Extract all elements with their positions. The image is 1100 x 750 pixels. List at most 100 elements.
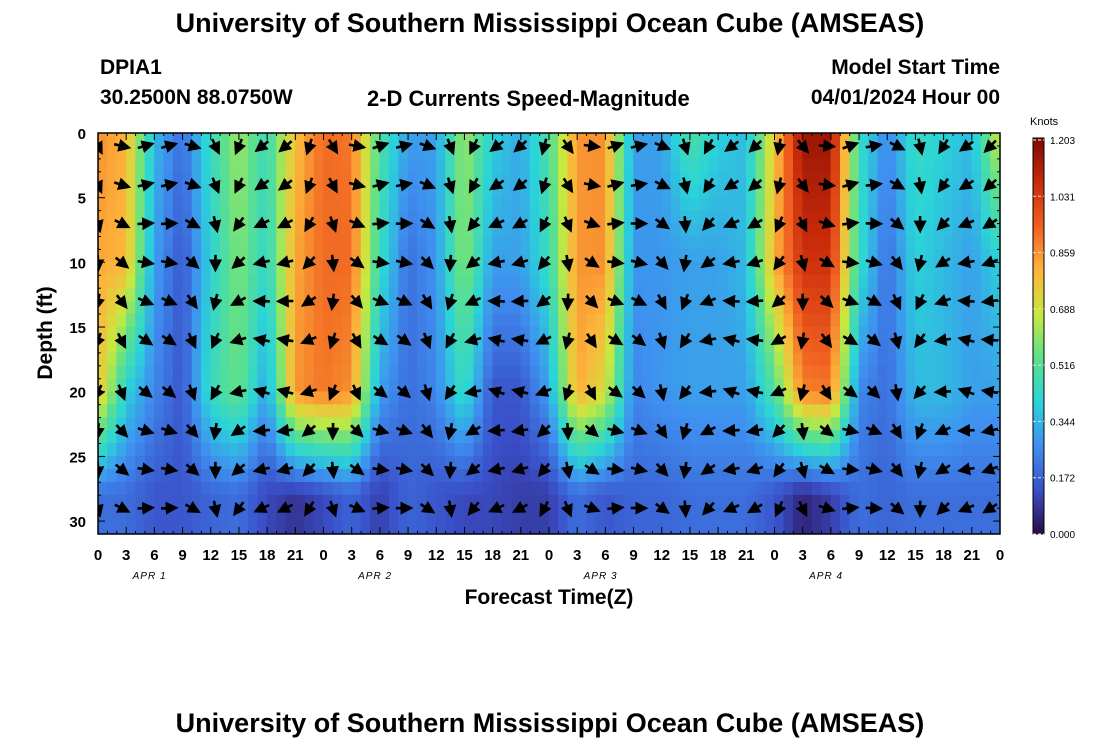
heatmap-cell bbox=[388, 326, 399, 341]
heatmap-cell bbox=[266, 494, 277, 509]
heatmap-cell bbox=[473, 391, 484, 405]
heatmap-cell bbox=[811, 197, 822, 211]
heatmap-cell bbox=[905, 391, 916, 405]
heatmap-cell bbox=[962, 197, 973, 211]
heatmap-cell bbox=[304, 365, 315, 380]
heatmap-cell bbox=[529, 236, 540, 250]
x-tick-label: 21 bbox=[738, 547, 755, 564]
heatmap-cell bbox=[398, 158, 409, 173]
heatmap-cell bbox=[924, 313, 935, 328]
heatmap-cell bbox=[727, 223, 738, 237]
heatmap-cell bbox=[567, 171, 578, 186]
heatmap-cell bbox=[172, 520, 183, 534]
heatmap-cell bbox=[454, 520, 465, 534]
heatmap-cell bbox=[454, 184, 465, 198]
heatmap-cell bbox=[802, 404, 813, 418]
heatmap-cell bbox=[144, 443, 155, 457]
heatmap-cell bbox=[407, 520, 418, 534]
current-vector bbox=[982, 501, 998, 514]
heatmap-cell bbox=[313, 417, 324, 431]
heatmap-cell bbox=[558, 184, 569, 198]
heatmap-cell bbox=[492, 443, 503, 457]
heatmap-cell bbox=[370, 417, 381, 431]
heatmap-cell bbox=[689, 469, 700, 483]
heatmap-cell bbox=[783, 184, 794, 198]
heatmap-cell bbox=[379, 184, 390, 198]
heatmap-cell bbox=[576, 352, 587, 367]
heatmap-cell bbox=[943, 223, 954, 237]
heatmap-cell bbox=[266, 443, 277, 457]
heatmap-cell bbox=[191, 158, 202, 173]
heatmap-cell bbox=[689, 443, 700, 457]
heatmap-cell bbox=[652, 443, 663, 457]
heatmap-cell bbox=[511, 430, 522, 444]
heatmap-cell bbox=[304, 481, 315, 496]
heatmap-cell bbox=[417, 300, 428, 315]
heatmap-cell bbox=[229, 236, 240, 250]
heatmap-cell bbox=[454, 404, 465, 418]
heatmap-cell bbox=[924, 145, 935, 160]
current-vector bbox=[560, 500, 573, 518]
heatmap-cell bbox=[154, 365, 165, 380]
heatmap-cell bbox=[341, 391, 352, 405]
heatmap-cell bbox=[388, 210, 399, 224]
heatmap-cell bbox=[520, 158, 531, 173]
heatmap-cell bbox=[943, 145, 954, 160]
heatmap-cell bbox=[511, 236, 522, 250]
current-vector bbox=[560, 216, 573, 233]
heatmap-cell bbox=[962, 300, 973, 315]
heatmap-cell bbox=[323, 404, 334, 418]
heatmap-cell bbox=[154, 313, 165, 328]
heatmap-cell bbox=[219, 507, 230, 522]
current-vector bbox=[419, 177, 437, 190]
current-vector bbox=[938, 138, 951, 155]
heatmap-cell bbox=[699, 236, 710, 250]
heatmap-cell bbox=[417, 391, 428, 405]
heatmap-cell bbox=[492, 365, 503, 380]
heatmap-cell bbox=[877, 520, 888, 534]
heatmap-cell bbox=[435, 365, 446, 380]
heatmap-cell bbox=[886, 365, 897, 380]
heatmap-cell bbox=[905, 313, 916, 328]
heatmap-cell bbox=[520, 417, 531, 431]
heatmap-cell bbox=[266, 262, 277, 276]
heatmap-cell bbox=[295, 223, 306, 237]
current-vector bbox=[276, 500, 294, 513]
heatmap-cell bbox=[802, 391, 813, 405]
heatmap-cell bbox=[595, 404, 606, 418]
heatmap-cell bbox=[764, 352, 775, 367]
heatmap-cell bbox=[276, 313, 287, 328]
heatmap-cell bbox=[746, 430, 757, 444]
current-vector bbox=[538, 138, 552, 156]
heatmap-cell bbox=[605, 158, 616, 173]
heatmap-cell bbox=[623, 287, 634, 302]
heatmap-cell bbox=[125, 236, 136, 250]
heatmap-cell bbox=[811, 262, 822, 276]
heatmap-cell bbox=[501, 184, 512, 198]
x-tick-label: 0 bbox=[94, 547, 102, 564]
heatmap-cell bbox=[276, 210, 287, 224]
heatmap-cell bbox=[943, 352, 954, 367]
heatmap-cell bbox=[699, 417, 710, 431]
heatmap-cell bbox=[933, 352, 944, 367]
heatmap-cell bbox=[201, 274, 212, 289]
heatmap-cell bbox=[454, 171, 465, 186]
heatmap-cell bbox=[877, 249, 888, 263]
heatmap-cell bbox=[736, 378, 747, 393]
heatmap-cell bbox=[755, 365, 766, 380]
heatmap-cell bbox=[886, 262, 897, 276]
heatmap-cell bbox=[605, 210, 616, 224]
heatmap-cell bbox=[154, 223, 165, 237]
heatmap-cell bbox=[633, 236, 644, 250]
heatmap-cell bbox=[886, 391, 897, 405]
heatmap-cell bbox=[605, 223, 616, 237]
current-vector bbox=[487, 423, 505, 437]
heatmap-cell bbox=[886, 520, 897, 534]
heatmap-cell bbox=[201, 133, 212, 147]
heatmap-cell bbox=[746, 352, 757, 367]
heatmap-cell bbox=[755, 326, 766, 341]
current-vector bbox=[957, 216, 975, 229]
heatmap-cell bbox=[285, 313, 296, 328]
heatmap-cell bbox=[313, 133, 324, 147]
current-vector bbox=[396, 384, 412, 399]
